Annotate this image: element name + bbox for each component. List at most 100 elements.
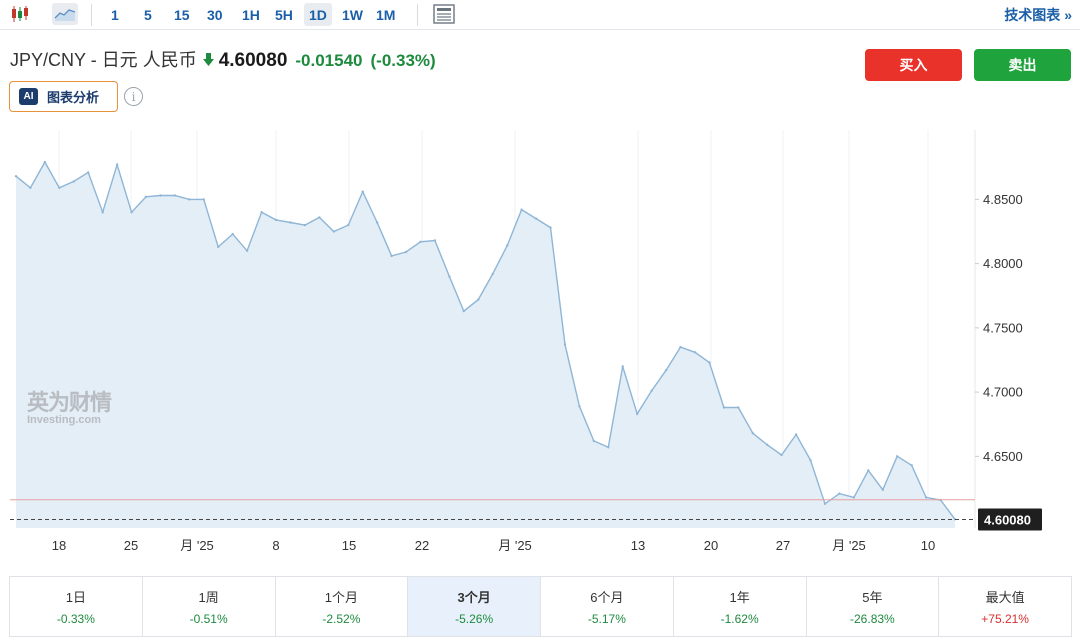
performance-period-4[interactable]: 6个月 -5.17%	[541, 577, 674, 636]
y-tick-label: 4.7000	[983, 385, 1023, 400]
performance-period-value: -5.17%	[587, 612, 626, 626]
timeframe-button-15[interactable]: 15	[174, 6, 190, 23]
last-price-tag-label: 4.60080	[984, 513, 1031, 528]
price-line	[15, 160, 956, 520]
price-point	[245, 249, 249, 252]
price-point	[217, 245, 220, 249]
technical-chart-link[interactable]: 技术图表 »	[1004, 7, 1072, 23]
price-point	[477, 298, 480, 301]
sell-button[interactable]: 卖出	[974, 49, 1071, 81]
toolbar-divider	[91, 4, 92, 26]
price-point	[852, 496, 856, 499]
ai-chart-analysis-button[interactable]: AI 图表分析	[9, 81, 118, 112]
performance-period-label: 5年	[862, 590, 883, 605]
price-point	[664, 369, 668, 372]
price-point	[520, 208, 523, 211]
price-point	[29, 186, 32, 189]
price-point	[578, 405, 581, 408]
timeframe-button-1w[interactable]: 1W	[342, 6, 363, 23]
performance-period-3[interactable]: 3个月 -5.26%	[408, 577, 541, 636]
price-point	[260, 211, 263, 214]
price-point	[390, 254, 393, 258]
performance-period-label: 6个月	[590, 590, 624, 605]
price-point	[115, 163, 119, 166]
chart-toolbar: 1 5 15 30 1H 5H 1D 1W 1M 技术图表 »	[0, 0, 1080, 30]
y-tick-label: 4.8500	[983, 192, 1023, 207]
price-point	[650, 389, 653, 392]
price-point	[43, 160, 47, 164]
x-tick-label: 15	[342, 538, 356, 553]
x-tick-label: 20	[704, 538, 718, 553]
y-tick-label: 4.8000	[983, 256, 1023, 271]
info-icon[interactable]: i	[124, 87, 143, 106]
price-point	[433, 239, 437, 242]
x-tick-label: 18	[52, 538, 66, 553]
x-tick-label: 月 '25	[498, 538, 532, 553]
price-area-fill	[16, 162, 955, 528]
price-point	[448, 275, 451, 278]
price-point	[722, 406, 726, 409]
timeframe-button-1m[interactable]: 1M	[376, 6, 396, 23]
performance-period-5[interactable]: 1年 -1.62%	[674, 577, 807, 636]
buy-button[interactable]: 买入	[865, 49, 962, 81]
price-point	[896, 455, 899, 458]
quote-header: JPY/CNY - 日元 人民币 4.60080 -0.01540 (-0.33…	[10, 46, 436, 72]
timeframe-button-5[interactable]: 5	[144, 6, 152, 23]
newspaper-icon[interactable]	[431, 3, 457, 25]
ai-badge-icon: AI	[19, 88, 38, 105]
last-price-tag	[978, 508, 1042, 531]
performance-periods: 1日 -0.33% 1周 -0.51% 1个月 -2.52% 3个月 -5.26% 6个月 -5.…	[9, 576, 1072, 637]
watermark-chinese: 英为财情	[27, 391, 112, 416]
price-point	[838, 492, 841, 495]
performance-period-value: -1.62%	[720, 612, 759, 626]
price-point	[592, 439, 595, 443]
price-point	[823, 502, 827, 505]
x-tick-label: 27	[776, 538, 790, 553]
price-point	[332, 230, 335, 233]
x-tick-label: 10	[921, 538, 935, 553]
down-arrow-icon	[202, 53, 214, 69]
performance-period-0[interactable]: 1日 -0.33%	[10, 577, 143, 636]
price-point	[867, 469, 870, 472]
last-price: 4.60080	[218, 50, 288, 71]
price-point	[737, 406, 740, 409]
timeframe-button-1d[interactable]: 1D	[304, 3, 332, 26]
x-tick-label: 13	[631, 538, 645, 553]
performance-period-value: -2.52%	[322, 612, 361, 626]
price-point	[621, 365, 624, 368]
price-point	[188, 198, 191, 201]
currency-pair-title: JPY/CNY - 日元 人民币	[10, 50, 197, 70]
timeframe-button-5h[interactable]: 5H	[275, 6, 293, 23]
performance-period-7[interactable]: 最大值 +75.21%	[939, 577, 1071, 636]
watermark-english: Investing.com	[27, 414, 101, 426]
price-change: -0.01540	[295, 51, 363, 70]
price-point	[14, 175, 18, 178]
x-tick-label: 月 '25	[832, 538, 866, 553]
price-point	[404, 250, 408, 254]
price-change-percent: (-0.33%)	[370, 51, 436, 70]
timeframe-button-1[interactable]: 1	[111, 6, 119, 23]
price-point	[924, 496, 928, 499]
price-point	[173, 194, 177, 197]
area-chart-icon[interactable]	[52, 3, 78, 25]
price-point	[347, 223, 350, 227]
price-point	[751, 432, 754, 435]
price-point	[780, 453, 783, 457]
timeframe-button-30[interactable]: 30	[207, 6, 223, 23]
candlestick-chart-icon[interactable]	[7, 3, 33, 25]
timeframe-button-1h[interactable]: 1H	[242, 6, 260, 23]
price-point	[506, 244, 509, 247]
price-point	[708, 361, 711, 364]
price-point	[766, 443, 769, 446]
price-point	[159, 194, 162, 197]
x-tick-label: 月 '25	[180, 538, 214, 553]
performance-period-6[interactable]: 5年 -26.83%	[807, 577, 940, 636]
performance-period-value: -0.51%	[189, 612, 228, 626]
price-area-chart[interactable]: 4.8500 4.8000 4.7500 4.7000 4.6500 18 25 月 '25…	[0, 125, 1080, 565]
performance-period-2[interactable]: 1个月 -2.52%	[276, 577, 409, 636]
price-point	[491, 272, 494, 276]
performance-period-1[interactable]: 1周 -0.51%	[143, 577, 276, 636]
performance-period-value: +75.21%	[981, 612, 1029, 626]
x-tick-label: 22	[415, 538, 429, 553]
price-point	[274, 218, 278, 222]
